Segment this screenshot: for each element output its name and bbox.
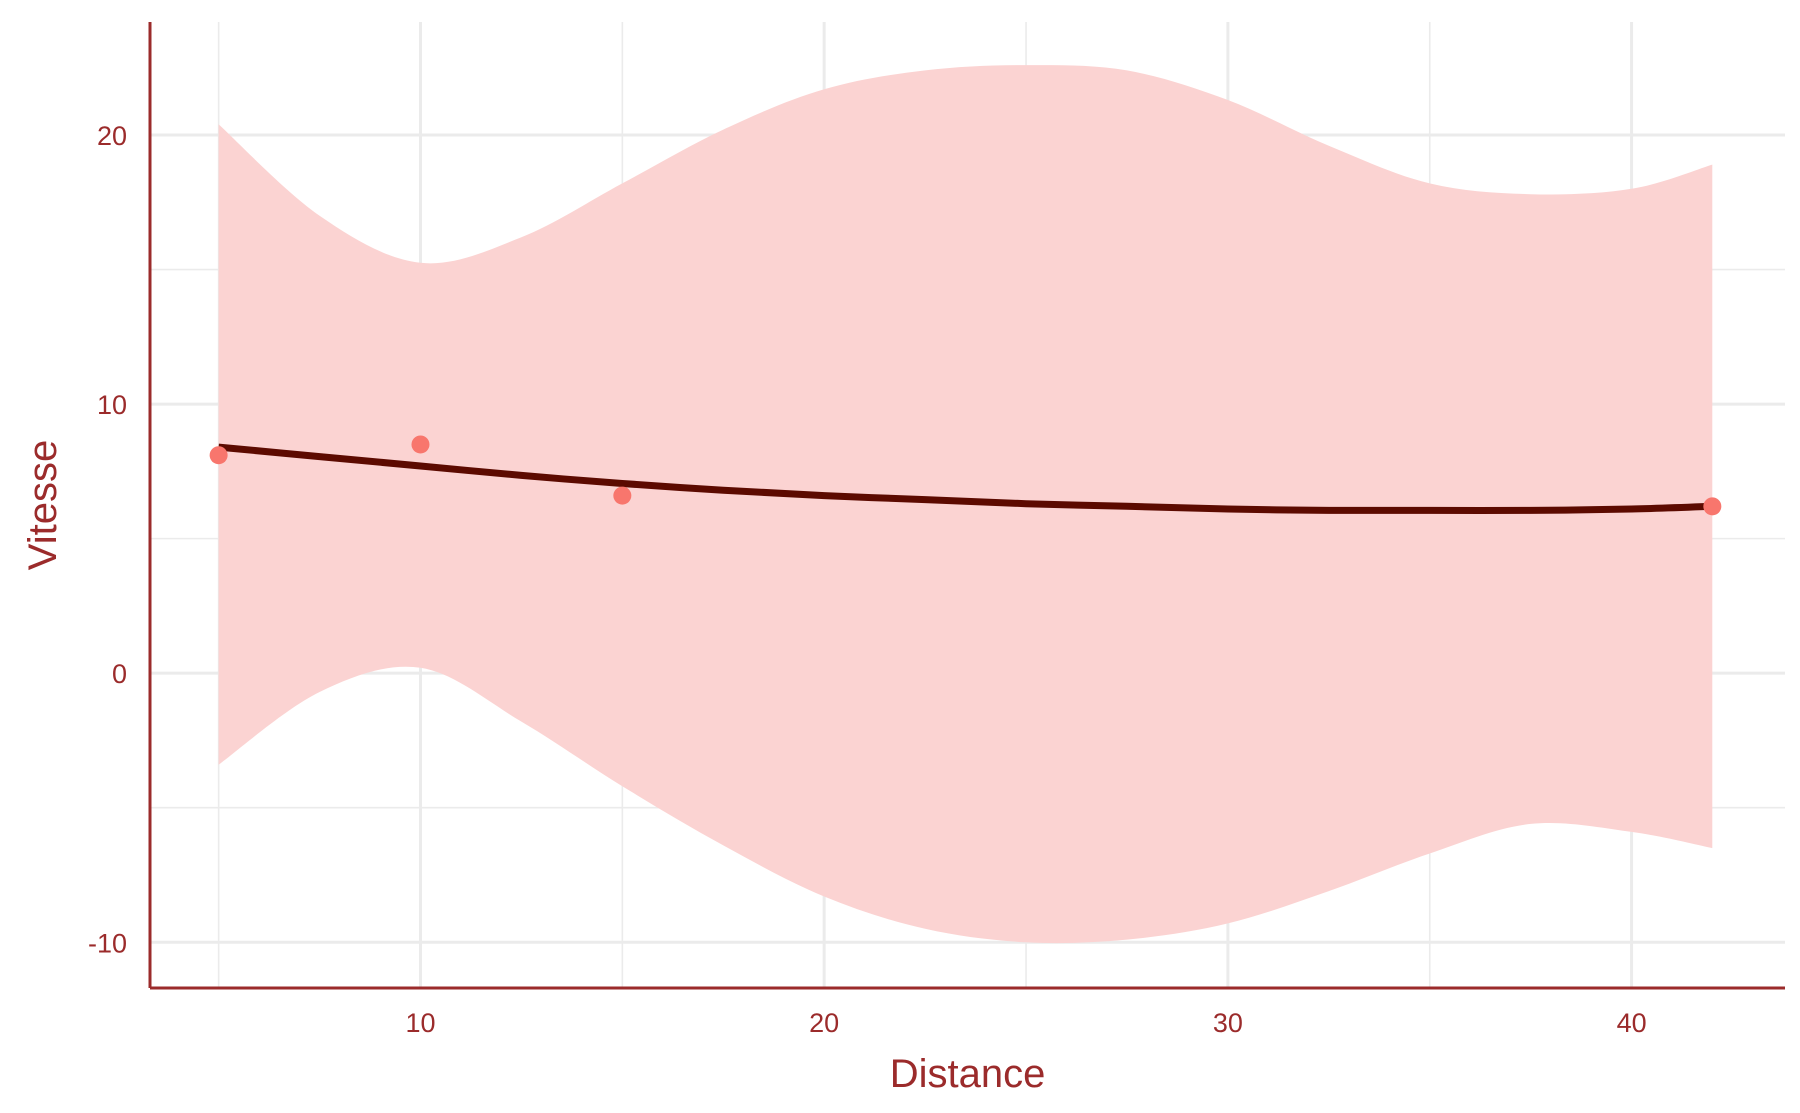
x-axis-ticks: 10 20 30 40 (405, 1008, 1646, 1038)
y-axis-ticks: -10 0 10 20 (88, 121, 127, 958)
x-tick-label: 40 (1617, 1008, 1647, 1038)
fit-line (218, 443, 1713, 514)
y-tick-label: 20 (97, 121, 127, 151)
y-tick-label: -10 (88, 928, 127, 958)
y-tick-label: 0 (112, 659, 127, 689)
data-point (1703, 497, 1722, 516)
x-tick-label: 10 (405, 1008, 435, 1038)
data-point (209, 446, 228, 465)
y-axis-title: Vitesse (21, 440, 65, 570)
data-point (613, 486, 632, 505)
x-tick-label: 20 (809, 1008, 839, 1038)
x-tick-label: 30 (1213, 1008, 1243, 1038)
data-points (209, 435, 1722, 516)
x-axis-title: Distance (890, 1052, 1046, 1096)
data-point (411, 435, 430, 454)
y-tick-label: 10 (97, 390, 127, 420)
